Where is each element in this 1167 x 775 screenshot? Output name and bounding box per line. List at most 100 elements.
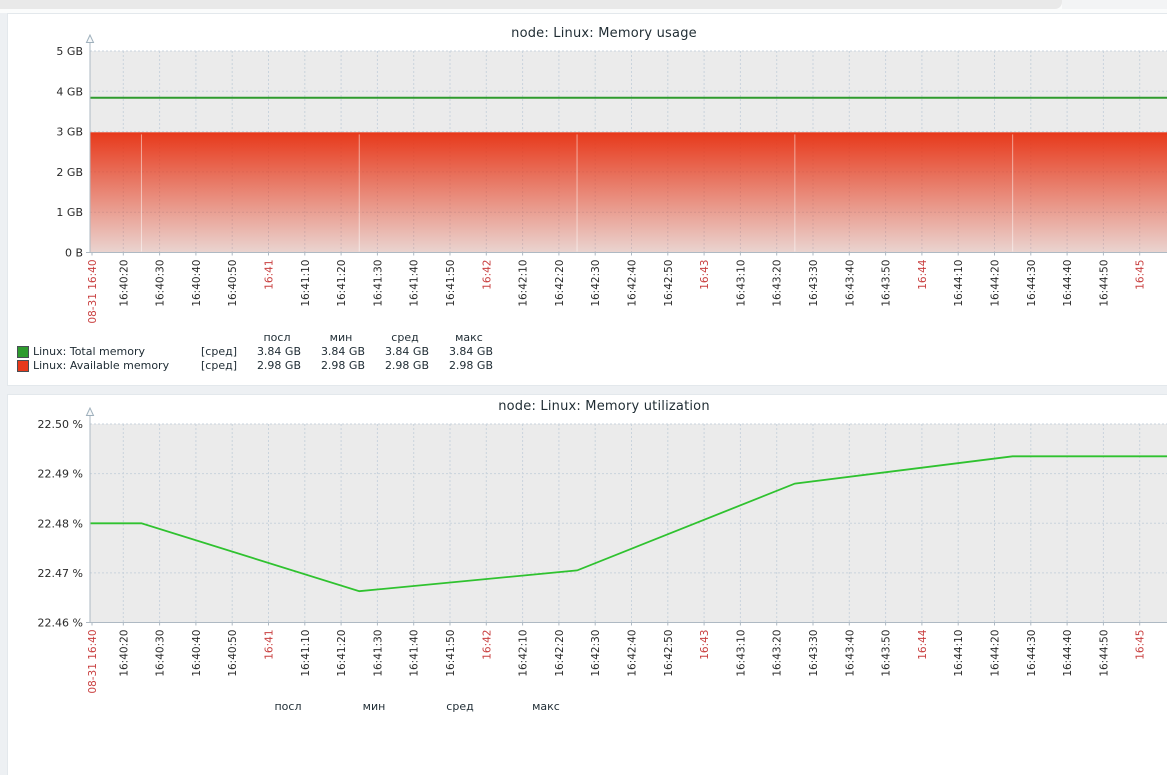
svg-text:16:45: 16:45 (1135, 630, 1147, 660)
svg-text:16:41:20: 16:41:20 (336, 260, 348, 307)
svg-text:16:41:20: 16:41:20 (336, 630, 348, 677)
svg-text:16:42:10: 16:42:10 (518, 630, 530, 677)
svg-text:16:41:10: 16:41:10 (300, 260, 312, 307)
svg-text:16:40:40: 16:40:40 (191, 630, 203, 677)
svg-text:22.47 %: 22.47 % (38, 567, 83, 580)
memory-usage-graph-card: node: Linux: Memory usage 5 GB 4 GB 3 GB 2 … (8, 14, 1167, 385)
memory-utilization-graph[interactable]: 22.50 % 22.49 % 22.48 % 22.47 % 22.46 % 08-31… (8, 395, 1167, 700)
memory-usage-graph[interactable]: 5 GB 4 GB 3 GB 2 GB 1 GB 0 B 08-31 16:40 16:40:… (8, 14, 1167, 331)
svg-text:16:43:30: 16:43:30 (808, 260, 820, 307)
svg-text:16:41:30: 16:41:30 (372, 260, 384, 307)
legend-value: 2.98 GB (320, 359, 365, 372)
legend-column-header: сред (446, 700, 474, 713)
svg-text:4 GB: 4 GB (56, 85, 83, 98)
memory-utilization-graph-card: node: Linux: Memory utilization 22.50 % 2… (8, 395, 1167, 775)
svg-text:16:43:20: 16:43:20 (772, 260, 784, 307)
svg-text:16:41: 16:41 (264, 260, 276, 290)
svg-text:16:44:20: 16:44:20 (990, 260, 1002, 307)
svg-text:16:45: 16:45 (1135, 260, 1147, 290)
legend-column-header: макс (455, 331, 483, 344)
svg-text:08-31 16:40: 08-31 16:40 (87, 630, 99, 694)
svg-text:16:44:20: 16:44:20 (990, 630, 1002, 677)
svg-text:22.48 %: 22.48 % (38, 517, 83, 530)
browser-chrome-bar (0, 0, 1062, 9)
graph-title: node: Linux: Memory utilization (498, 399, 710, 414)
legend-column-header: макс (532, 700, 560, 713)
svg-text:16:43:10: 16:43:10 (735, 260, 747, 307)
svg-text:16:42:10: 16:42:10 (518, 260, 530, 307)
svg-text:5 GB: 5 GB (56, 45, 83, 58)
svg-text:1 GB: 1 GB (56, 206, 83, 219)
svg-text:22.50 %: 22.50 % (38, 418, 83, 431)
svg-text:16:42:50: 16:42:50 (663, 260, 675, 307)
svg-text:16:43:50: 16:43:50 (881, 260, 893, 307)
legend-column-header: сред (391, 331, 419, 344)
svg-text:16:43: 16:43 (699, 630, 711, 660)
legend-value: 2.98 GB (256, 359, 301, 372)
svg-text:16:42: 16:42 (481, 260, 493, 290)
legend-function-label: [сред] (201, 345, 237, 358)
legend-item-label: Linux: Total memory (33, 345, 145, 358)
svg-text:3 GB: 3 GB (56, 126, 83, 139)
svg-text:16:43:50: 16:43:50 (881, 630, 893, 677)
svg-text:16:42:20: 16:42:20 (554, 630, 566, 677)
svg-text:16:43:40: 16:43:40 (844, 630, 856, 677)
svg-text:16:40:30: 16:40:30 (155, 260, 167, 307)
legend-item-label: Linux: Available memory (33, 359, 170, 372)
svg-text:16:41: 16:41 (264, 630, 276, 660)
svg-text:16:42:30: 16:42:30 (590, 260, 602, 307)
legend-value: 2.98 GB (448, 359, 493, 372)
svg-text:16:44: 16:44 (917, 629, 929, 660)
legend-spacer (33, 700, 201, 714)
svg-text:16:40:50: 16:40:50 (227, 630, 239, 677)
svg-text:2 GB: 2 GB (56, 166, 83, 179)
legend-column-header: посл (274, 700, 302, 713)
legend-color-swatch (17, 346, 29, 358)
svg-text:16:40:30: 16:40:30 (155, 630, 167, 677)
svg-text:16:40:20: 16:40:20 (118, 260, 130, 307)
svg-text:16:41:50: 16:41:50 (445, 260, 457, 307)
legend-function-label: [сред] (201, 359, 237, 372)
legend-spacer (33, 331, 201, 345)
legend-value: 2.98 GB (384, 359, 429, 372)
svg-text:16:42:30: 16:42:30 (590, 630, 602, 677)
svg-text:16:44:10: 16:44:10 (953, 260, 965, 307)
legend-color-swatch (17, 360, 29, 372)
legend-spacer (201, 700, 245, 714)
legend-swatch-cell (17, 345, 33, 359)
svg-text:16:41:40: 16:41:40 (409, 260, 421, 307)
svg-text:16:40:20: 16:40:20 (118, 630, 130, 677)
legend-spacer (201, 331, 245, 345)
svg-text:16:44:40: 16:44:40 (1062, 630, 1074, 677)
graph-title: node: Linux: Memory usage (511, 26, 697, 41)
legend-value: 3.84 GB (256, 345, 301, 358)
legend-spacer (17, 331, 33, 345)
browser-chrome (0, 0, 1167, 13)
svg-text:16:40:40: 16:40:40 (191, 260, 203, 307)
svg-text:16:40:50: 16:40:50 (227, 260, 239, 307)
legend-value: 3.84 GB (320, 345, 365, 358)
svg-text:16:41:30: 16:41:30 (372, 630, 384, 677)
svg-text:16:42:50: 16:42:50 (663, 630, 675, 677)
svg-text:16:43:30: 16:43:30 (808, 630, 820, 677)
svg-text:16:44:10: 16:44:10 (953, 630, 965, 677)
svg-text:22.49 %: 22.49 % (38, 468, 83, 481)
svg-text:16:43:10: 16:43:10 (735, 630, 747, 677)
legend-value: 3.84 GB (384, 345, 429, 358)
legend-spacer (17, 700, 33, 714)
graph-legend: посл мин сред макс Linux: Total memory [сред]… (17, 331, 501, 373)
svg-text:16:43: 16:43 (699, 260, 711, 290)
svg-text:16:44:30: 16:44:30 (1026, 630, 1038, 677)
svg-text:16:41:50: 16:41:50 (445, 630, 457, 677)
legend-value: 3.84 GB (448, 345, 493, 358)
svg-text:16:42:40: 16:42:40 (627, 260, 639, 307)
browser-chrome-corner (1062, 0, 1167, 9)
legend-swatch-cell (17, 359, 33, 373)
legend-column-header: мин (362, 700, 386, 713)
svg-text:16:44:50: 16:44:50 (1098, 630, 1110, 677)
graph-legend: посл мин сред макс (17, 700, 589, 714)
svg-text:08-31 16:40: 08-31 16:40 (87, 260, 99, 324)
svg-text:16:43:20: 16:43:20 (772, 630, 784, 677)
svg-text:16:42:40: 16:42:40 (627, 630, 639, 677)
svg-text:16:42: 16:42 (481, 630, 493, 660)
